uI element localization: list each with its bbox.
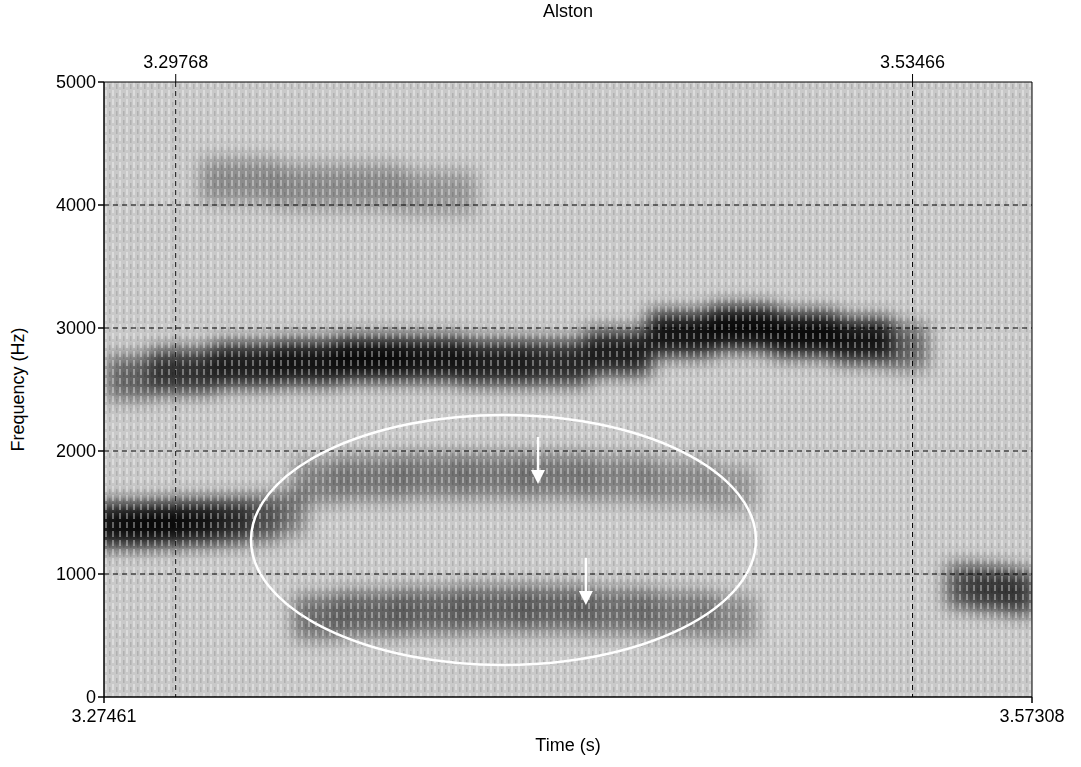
texture-overlay [104,82,1032,697]
grid-line [104,574,1032,575]
cursor-line [912,82,913,697]
y-axis-title: Frequency (Hz) [8,327,28,451]
cursor-tick [912,74,913,82]
cursor-line [175,82,176,697]
y-axis-line [103,82,105,697]
y-tick-label: 1000 [56,564,96,584]
highlight-ellipse [251,415,756,665]
chart: 3.29768 3.53466 0 1000 2000 3000 4000 5000 3.274… [0,0,1081,767]
y-tick [98,450,104,452]
right-frame [1032,82,1033,697]
arrow-shaft [585,558,588,595]
y-tick [98,696,104,698]
y-tick [98,81,104,83]
x-tick-label: 3.27461 [71,706,136,726]
y-tick-label: 5000 [56,72,96,92]
x-axis-title: Time (s) [535,735,600,755]
cursor-label: 3.53466 [880,52,945,72]
y-tick-label: 4000 [56,195,96,215]
y-tick [98,327,104,329]
title: Alston [543,1,593,21]
grid-line [104,205,1032,206]
x-tick-label: 3.57308 [999,706,1064,726]
arrow-shaft [537,437,540,474]
cursor-label: 3.29768 [143,52,208,72]
plot-background [104,82,1032,697]
arrow-head [531,470,545,484]
y-tick [98,573,104,575]
y-tick-label: 3000 [56,318,96,338]
marks [104,82,1032,697]
grid-line [104,328,1032,329]
y-tick-label: 0 [86,687,96,707]
x-tick [1031,697,1033,703]
y-tick [98,204,104,206]
x-tick [103,697,105,703]
x-axis-line [104,696,1032,698]
top-frame [104,82,1032,83]
cursor-tick [175,74,176,82]
arrow-head [579,591,593,605]
y-tick-label: 2000 [56,441,96,461]
grid-line [104,451,1032,452]
